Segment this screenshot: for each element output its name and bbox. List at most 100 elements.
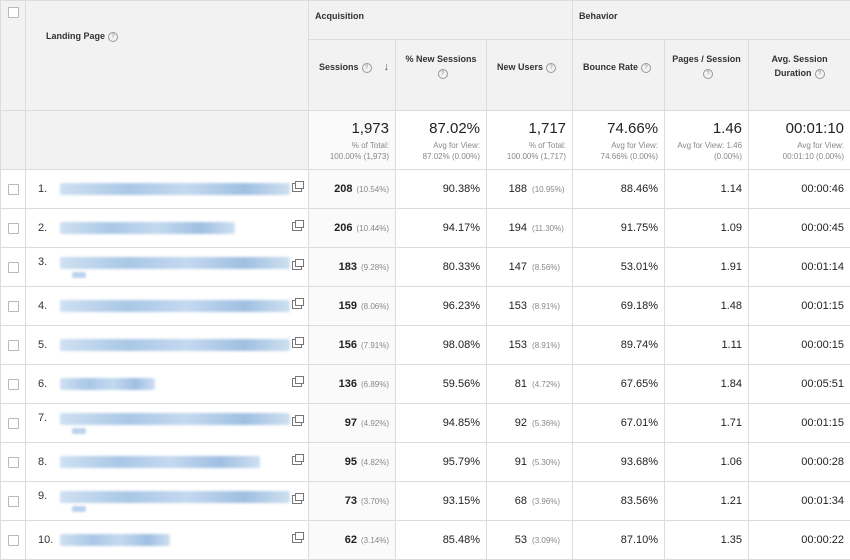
sessions-cell: 183(9.28%): [309, 248, 396, 287]
table-body: 1.208(10.54%)90.38%188(10.95%)88.46%1.14…: [1, 170, 850, 560]
redacted-url[interactable]: [60, 456, 260, 468]
landing-page-cell[interactable]: 2.: [26, 209, 309, 248]
total-new-sessions: 87.02% Avg for View: 87.02% (0.00%): [396, 111, 487, 170]
total-sessions-note-1: % of Total:: [309, 140, 389, 151]
new-sessions-cell: 95.79%: [396, 443, 487, 482]
avg-duration-cell: 00:00:28: [749, 443, 850, 482]
sessions-value: 206: [334, 222, 352, 234]
redacted-url[interactable]: [60, 339, 290, 351]
redacted-url[interactable]: [60, 222, 235, 234]
redacted-url[interactable]: [60, 300, 290, 312]
help-icon[interactable]: ?: [703, 69, 713, 79]
table-row[interactable]: 2.206(10.44%)94.17%194(11.30%)91.75%1.09…: [1, 209, 850, 248]
help-icon[interactable]: ?: [108, 32, 118, 42]
row-checkbox[interactable]: [8, 223, 19, 234]
row-checkbox[interactable]: [8, 379, 19, 390]
sessions-cell: 208(10.54%): [309, 170, 396, 209]
bounce-rate-header[interactable]: Bounce Rate?: [573, 40, 665, 111]
total-bounce-rate: 74.66% Avg for View: 74.66% (0.00%): [573, 111, 665, 170]
open-in-new-window-icon[interactable]: [292, 378, 302, 387]
landing-page-cell[interactable]: 1.: [26, 170, 309, 209]
landing-page-cell[interactable]: 9.: [26, 482, 309, 521]
total-avg-duration-note-1: Avg for View:: [749, 140, 844, 151]
sessions-header[interactable]: Sessions?↓: [309, 40, 396, 111]
landing-page-cell[interactable]: 5.: [26, 326, 309, 365]
total-bounce-rate-value: 74.66%: [573, 120, 658, 137]
row-checkbox[interactable]: [8, 457, 19, 468]
new-sessions-cell: 85.48%: [396, 521, 487, 560]
open-in-new-window-icon[interactable]: [292, 183, 302, 192]
open-in-new-window-icon[interactable]: [292, 222, 302, 231]
redacted-url-wrap: [72, 428, 86, 434]
totals-label-cell: [26, 111, 309, 170]
help-icon[interactable]: ?: [546, 63, 556, 73]
row-index: 4.: [38, 300, 60, 312]
sessions-cell: 156(7.91%): [309, 326, 396, 365]
row-checkbox[interactable]: [8, 184, 19, 195]
row-checkbox-cell: [1, 365, 26, 404]
table-row[interactable]: 1.208(10.54%)90.38%188(10.95%)88.46%1.14…: [1, 170, 850, 209]
bounce-rate-cell: 93.68%: [573, 443, 665, 482]
new-users-header[interactable]: New Users?: [487, 40, 573, 111]
sessions-percent: (4.92%): [361, 419, 389, 428]
open-in-new-window-icon[interactable]: [292, 261, 302, 270]
open-in-new-window-icon[interactable]: [292, 339, 302, 348]
select-all-checkbox[interactable]: [8, 7, 19, 18]
redacted-url[interactable]: [60, 413, 290, 425]
new-users-cell: 81(4.72%): [487, 365, 573, 404]
row-checkbox[interactable]: [8, 418, 19, 429]
open-in-new-window-icon[interactable]: [292, 456, 302, 465]
help-icon[interactable]: ?: [362, 63, 372, 73]
redacted-url[interactable]: [60, 491, 290, 503]
open-in-new-window-icon[interactable]: [292, 300, 302, 309]
new-users-percent: (5.30%): [532, 458, 566, 467]
avg-duration-cell: 00:00:46: [749, 170, 850, 209]
new-users-cell: 91(5.30%): [487, 443, 573, 482]
new-sessions-header[interactable]: % New Sessions?: [396, 40, 487, 111]
redacted-url[interactable]: [60, 534, 170, 546]
pages-session-header[interactable]: Pages / Session?: [665, 40, 749, 111]
sort-desc-icon[interactable]: ↓: [384, 60, 390, 74]
row-checkbox[interactable]: [8, 496, 19, 507]
open-in-new-window-icon[interactable]: [292, 495, 302, 504]
row-checkbox[interactable]: [8, 262, 19, 273]
redacted-url[interactable]: [60, 257, 290, 269]
new-users-cell: 147(8.56%): [487, 248, 573, 287]
row-index: 3.: [38, 256, 60, 268]
help-icon[interactable]: ?: [438, 69, 448, 79]
sessions-value: 95: [345, 456, 357, 468]
help-icon[interactable]: ?: [641, 63, 651, 73]
landing-page-cell[interactable]: 7.: [26, 404, 309, 443]
help-icon[interactable]: ?: [815, 69, 825, 79]
row-checkbox[interactable]: [8, 301, 19, 312]
avg-duration-header-label-1: Avg. Session: [771, 54, 827, 64]
new-users-cell: 153(8.91%): [487, 287, 573, 326]
open-in-new-window-icon[interactable]: [292, 534, 302, 543]
landing-page-cell[interactable]: 6.: [26, 365, 309, 404]
landing-page-cell[interactable]: 3.: [26, 248, 309, 287]
sessions-percent: (10.54%): [357, 185, 389, 194]
sessions-value: 183: [339, 261, 357, 273]
landing-page-cell[interactable]: 8.: [26, 443, 309, 482]
sessions-percent: (8.06%): [361, 302, 389, 311]
landing-page-cell[interactable]: 4.: [26, 287, 309, 326]
open-in-new-window-icon[interactable]: [292, 417, 302, 426]
new-users-cell: 92(5.36%): [487, 404, 573, 443]
redacted-url[interactable]: [60, 183, 290, 195]
landing-page-cell[interactable]: 10.: [26, 521, 309, 560]
row-checkbox[interactable]: [8, 535, 19, 546]
landing-page-header[interactable]: Landing Page?: [26, 1, 309, 111]
total-new-sessions-note-2: 87.02% (0.00%): [396, 151, 480, 162]
row-checkbox[interactable]: [8, 340, 19, 351]
redacted-url[interactable]: [60, 378, 155, 390]
total-new-users-note-1: % of Total:: [487, 140, 566, 151]
